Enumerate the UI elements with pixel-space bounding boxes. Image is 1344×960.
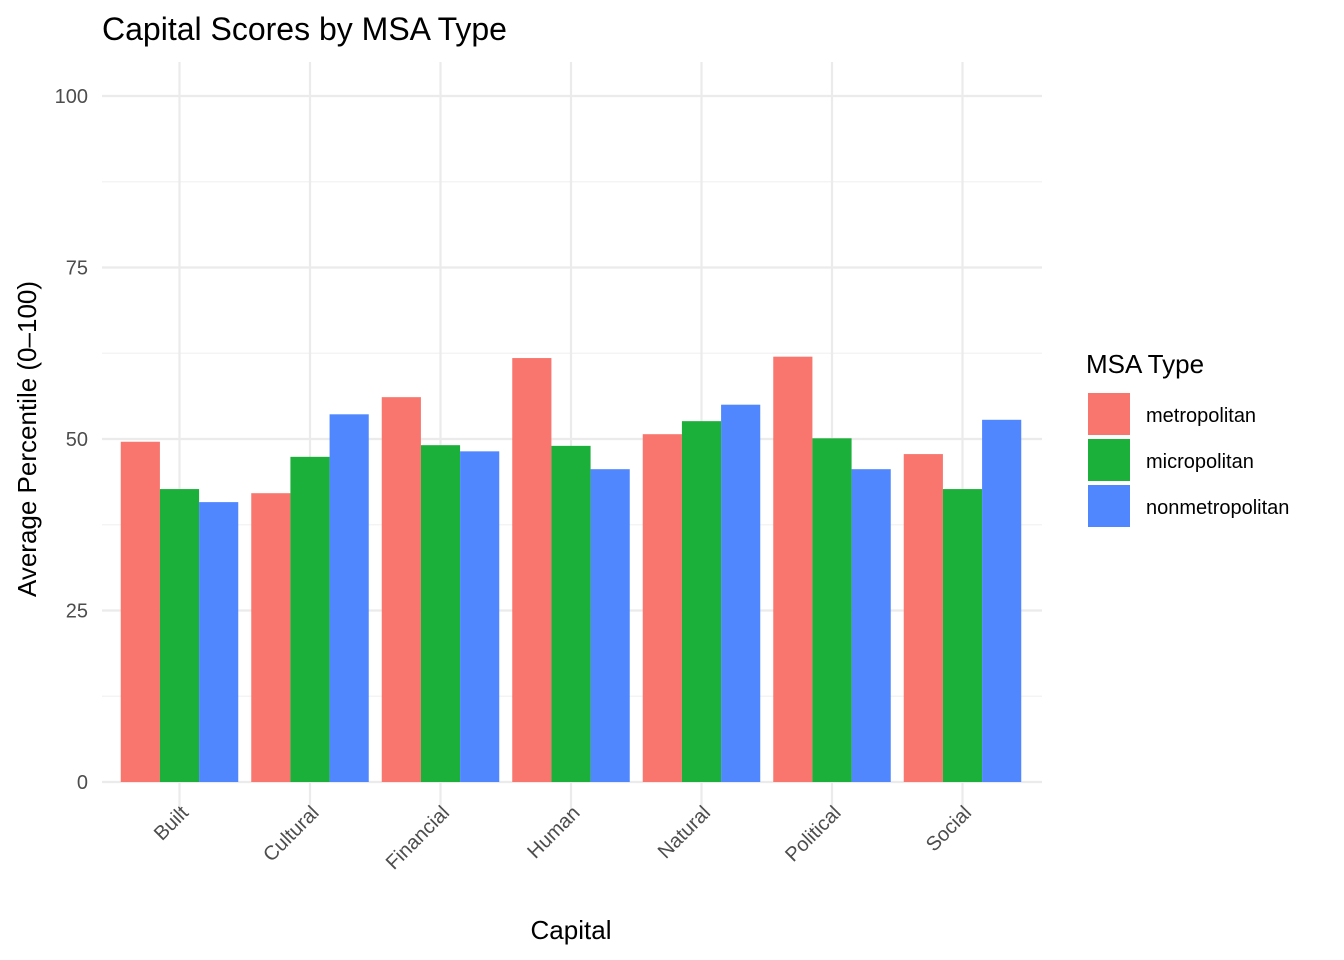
bar-metropolitan-social [903,454,943,782]
chart-title: Capital Scores by MSA Type [102,11,507,47]
legend-key-metropolitan [1088,393,1130,435]
bar-micropolitan-cultural [290,456,330,782]
bar-micropolitan-built [159,489,200,782]
bar-metropolitan-cultural [251,493,291,782]
bar-micropolitan-political [812,438,852,782]
bar-nonmetropolitan-natural [721,404,761,782]
x-tick-label: Financial [382,802,454,874]
legend-key-nonmetropolitan [1088,485,1130,527]
legend-label: nonmetropolitan [1146,497,1289,519]
y-tick-label: 75 [66,258,88,280]
x-axis-title: Capital [531,915,612,945]
bars-group [120,356,1022,782]
legend-label: micropolitan [1146,451,1254,473]
y-tick-label: 25 [66,601,88,623]
bar-nonmetropolitan-human [590,469,630,782]
y-axis-title: Average Percentile (0–100) [12,281,42,597]
legend-key-micropolitan [1088,439,1130,481]
x-tick-label: Human [523,802,584,863]
x-tick-label: Cultural [259,802,323,866]
bar-metropolitan-human [512,358,552,782]
bar-nonmetropolitan-built [199,502,239,782]
y-tick-label: 0 [77,772,88,794]
legend: MSA Type metropolitan micropolitan nonmetr… [1086,349,1289,527]
x-tick-label: Political [781,802,845,866]
bar-nonmetropolitan-political [851,469,891,782]
bar-metropolitan-financial [381,397,421,782]
bar-nonmetropolitan-financial [460,451,500,782]
bar-micropolitan-social [942,489,983,782]
y-axis-ticks: 0 25 50 75 100 [55,86,88,794]
legend-title: MSA Type [1086,349,1204,379]
bar-nonmetropolitan-cultural [329,414,369,782]
bar-metropolitan-built [120,441,160,782]
bar-micropolitan-financial [420,445,461,782]
x-tick-label: Built [150,802,193,845]
bar-metropolitan-natural [642,434,682,782]
y-tick-label: 100 [55,86,88,108]
bar-metropolitan-political [773,356,813,782]
x-axis-ticks: Built Cultural Financial Human Natural Politi… [150,802,976,874]
legend-label: metropolitan [1146,405,1256,427]
bar-micropolitan-human [551,445,591,782]
x-tick-label: Natural [654,802,715,863]
bar-nonmetropolitan-social [982,419,1022,782]
x-tick-label: Social [922,802,976,856]
y-tick-label: 50 [66,429,88,451]
bar-micropolitan-natural [681,421,722,782]
